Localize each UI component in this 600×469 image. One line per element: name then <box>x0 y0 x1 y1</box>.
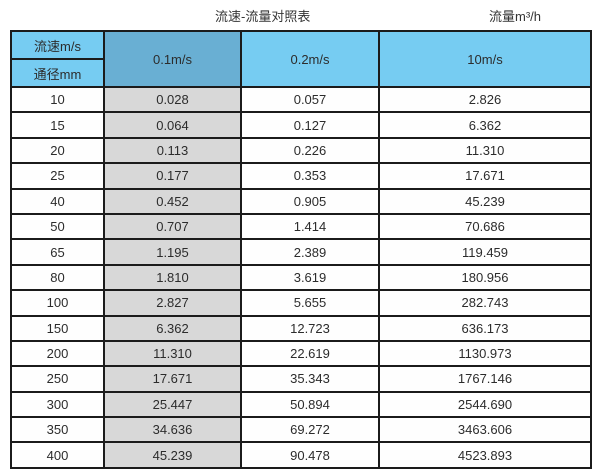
diameter-cell: 20 <box>10 136 105 165</box>
header-col-0-1ms: 0.1m/s <box>103 30 242 88</box>
flow-0-1-cell: 17.671 <box>103 365 242 393</box>
table-row: 250 17.671 35.343 1767.146 <box>10 365 592 393</box>
table-row: 40 0.452 0.905 45.239 <box>10 187 592 215</box>
flow-0-2-cell: 0.353 <box>240 162 380 190</box>
flow-10-cell: 2544.690 <box>378 390 592 419</box>
flow-10-cell: 282.743 <box>378 289 592 317</box>
diameter-cell: 80 <box>10 263 105 292</box>
table-row: 400 45.239 90.478 4523.893 <box>10 441 592 469</box>
flow-0-1-cell: 0.452 <box>103 187 242 215</box>
flow-0-1-cell: 1.810 <box>103 263 242 292</box>
table-row: 80 1.810 3.619 180.956 <box>10 263 592 292</box>
flow-0-2-cell: 0.905 <box>240 187 380 215</box>
flow-0-1-cell: 1.195 <box>103 238 242 266</box>
flow-10-cell: 45.239 <box>378 187 592 215</box>
header-flow-speed: 流速m/s <box>10 30 105 60</box>
diameter-cell: 40 <box>10 187 105 215</box>
flow-unit-label: 流量m³/h <box>489 9 542 24</box>
flow-0-2-cell: 50.894 <box>240 390 380 419</box>
diameter-cell: 300 <box>10 390 105 419</box>
diameter-cell: 150 <box>10 314 105 342</box>
flow-0-2-cell: 5.655 <box>240 289 380 317</box>
diameter-cell: 15 <box>10 111 105 139</box>
flow-0-2-cell: 1.414 <box>240 212 380 241</box>
flow-0-2-cell: 3.619 <box>240 263 380 292</box>
flow-0-1-cell: 0.028 <box>103 85 242 114</box>
diameter-cell: 25 <box>10 162 105 190</box>
flow-10-cell: 636.173 <box>378 314 592 342</box>
flow-0-1-cell: 25.447 <box>103 390 242 419</box>
table-row: 10 0.028 0.057 2.826 <box>10 85 592 114</box>
flow-0-2-cell: 0.226 <box>240 136 380 165</box>
table-row: 300 25.447 50.894 2544.690 <box>10 390 592 419</box>
flow-10-cell: 180.956 <box>378 263 592 292</box>
table-title: 流速-流量对照表 <box>215 9 311 24</box>
flow-0-1-cell: 45.239 <box>103 441 242 469</box>
flow-10-cell: 119.459 <box>378 238 592 266</box>
flow-0-1-cell: 6.362 <box>103 314 242 342</box>
flow-0-1-cell: 0.177 <box>103 162 242 190</box>
flow-0-1-cell: 11.310 <box>103 339 242 368</box>
flow-0-2-cell: 0.127 <box>240 111 380 139</box>
flow-0-2-cell: 2.389 <box>240 238 380 266</box>
flow-0-1-cell: 34.636 <box>103 416 242 444</box>
header: 流速-流量对照表 流量m³/h <box>0 0 600 30</box>
flow-0-2-cell: 12.723 <box>240 314 380 342</box>
flow-0-1-cell: 2.827 <box>103 289 242 317</box>
flow-rate-table: 流速m/s 0.1m/s 0.2m/s 10m/s 通径mm 10 0.028 … <box>10 30 592 469</box>
table-header: 流速m/s 0.1m/s 0.2m/s 10m/s 通径mm <box>10 30 592 88</box>
flow-10-cell: 17.671 <box>378 162 592 190</box>
flow-10-cell: 11.310 <box>378 136 592 165</box>
flow-10-cell: 70.686 <box>378 212 592 241</box>
table-row: 150 6.362 12.723 636.173 <box>10 314 592 342</box>
table-body: 10 0.028 0.057 2.826 15 0.064 0.127 6.36… <box>10 85 592 469</box>
flow-10-cell: 4523.893 <box>378 441 592 469</box>
diameter-cell: 50 <box>10 212 105 241</box>
diameter-cell: 350 <box>10 416 105 444</box>
table-row: 200 11.310 22.619 1130.973 <box>10 339 592 368</box>
flow-10-cell: 1130.973 <box>378 339 592 368</box>
diameter-cell: 10 <box>10 85 105 114</box>
table-row: 15 0.064 0.127 6.362 <box>10 111 592 139</box>
table-row: 25 0.177 0.353 17.671 <box>10 162 592 190</box>
flow-0-2-cell: 0.057 <box>240 85 380 114</box>
flow-0-2-cell: 90.478 <box>240 441 380 469</box>
header-col-10ms: 10m/s <box>378 30 592 88</box>
diameter-cell: 200 <box>10 339 105 368</box>
flow-0-2-cell: 22.619 <box>240 339 380 368</box>
diameter-cell: 400 <box>10 441 105 469</box>
flow-0-2-cell: 69.272 <box>240 416 380 444</box>
flow-0-1-cell: 0.064 <box>103 111 242 139</box>
table-row: 50 0.707 1.414 70.686 <box>10 212 592 241</box>
table-row: 350 34.636 69.272 3463.606 <box>10 416 592 444</box>
table-row: 65 1.195 2.389 119.459 <box>10 238 592 266</box>
diameter-cell: 65 <box>10 238 105 266</box>
diameter-cell: 100 <box>10 289 105 317</box>
table-row: 20 0.113 0.226 11.310 <box>10 136 592 165</box>
flow-10-cell: 1767.146 <box>378 365 592 393</box>
table-row: 100 2.827 5.655 282.743 <box>10 289 592 317</box>
flow-10-cell: 3463.606 <box>378 416 592 444</box>
header-diameter: 通径mm <box>10 58 105 88</box>
diameter-cell: 250 <box>10 365 105 393</box>
header-col-0-2ms: 0.2m/s <box>240 30 380 88</box>
flow-0-2-cell: 35.343 <box>240 365 380 393</box>
flow-10-cell: 2.826 <box>378 85 592 114</box>
flow-0-1-cell: 0.113 <box>103 136 242 165</box>
flow-10-cell: 6.362 <box>378 111 592 139</box>
flow-0-1-cell: 0.707 <box>103 212 242 241</box>
